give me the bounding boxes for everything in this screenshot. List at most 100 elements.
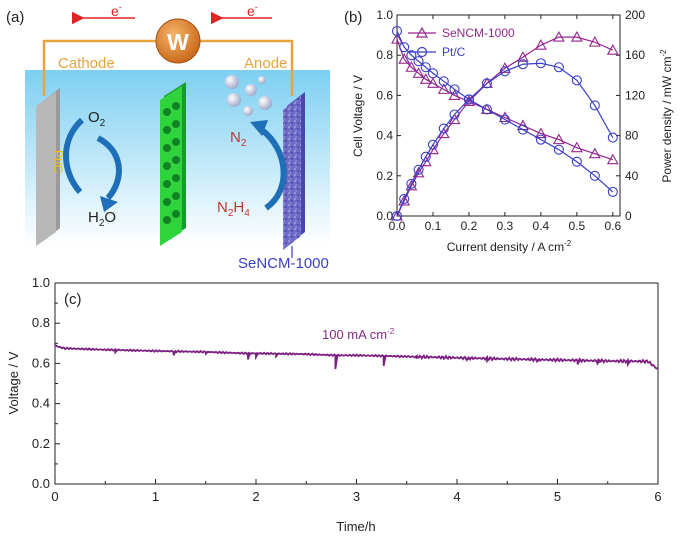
panel-c-ytick-label: 0.2 xyxy=(32,436,50,451)
panel-b-point xyxy=(413,164,424,175)
panel-b-point xyxy=(534,39,547,50)
panel-b-point xyxy=(405,179,418,191)
panel-b-xtick-label: 0.5 xyxy=(568,219,585,233)
panel-c-chart: (c) 0 1 2 3 4 5 6 0.0 0.2 0.4 0.6 0.8 1.0 Voltage / … xyxy=(6,275,662,534)
anode-plate xyxy=(283,96,301,250)
membrane-pores xyxy=(163,102,180,224)
panel-b-ytick-right-label: 80 xyxy=(625,129,639,143)
panel-c-xtick-label: 5 xyxy=(554,489,561,504)
legend-triangle-icon xyxy=(415,26,429,38)
panel-b-point xyxy=(517,59,528,70)
panel-b-point xyxy=(427,139,439,150)
panel-b-point xyxy=(413,56,424,67)
panel-c-ytick-label: 1.0 xyxy=(32,275,50,290)
panel-b-point xyxy=(498,111,511,123)
legend-label-senc: SeNCM-1000 xyxy=(442,26,515,40)
panel-b-point xyxy=(607,132,618,143)
panel-c-axes: 0 1 2 3 4 5 6 0.0 0.2 0.4 0.6 0.8 1.0 xyxy=(32,275,662,504)
panel-c-xlabel: Time/h xyxy=(336,519,375,534)
panel-b-point xyxy=(571,156,582,167)
panel-a-schematic: (a) e- e- W Cathode Anode Pt/C xyxy=(6,2,330,272)
panel-c-plot-frame xyxy=(54,282,659,485)
panel-b-xtick-label: 0.4 xyxy=(533,219,550,233)
panel-b-point xyxy=(448,89,461,100)
anode-reaction-arrow xyxy=(260,127,287,211)
panel-b-ytick-left-label: 1.0 xyxy=(376,8,393,22)
panel-b-point xyxy=(427,68,439,79)
panel-b-point xyxy=(535,58,546,69)
panel-b-point xyxy=(419,73,432,84)
panel-c-xtick-label: 2 xyxy=(252,489,259,504)
panel-b-ytick-right-label: 120 xyxy=(625,88,645,102)
panel-b-point xyxy=(398,194,411,206)
panel-b-ytick-left-label: 0.2 xyxy=(376,169,393,183)
panel-b-point xyxy=(570,30,583,42)
o2-label: O2 xyxy=(88,109,106,129)
panel-b-point xyxy=(535,134,546,145)
cathode-reaction-arrowhead xyxy=(100,196,118,212)
panel-c-ylabel: Voltage / V xyxy=(6,351,21,414)
panel-b-point xyxy=(412,67,425,78)
panel-c-ytick-label: 0.4 xyxy=(32,396,50,411)
panel-b-point xyxy=(420,151,431,162)
panel-b-point xyxy=(437,83,450,94)
n2h4-label: N2H4 xyxy=(217,199,250,219)
n2-label: N2 xyxy=(230,129,247,149)
panel-b-point xyxy=(570,141,583,153)
panel-b-point xyxy=(606,44,619,55)
panel-b-ytick-left-label: 0.4 xyxy=(376,129,393,143)
panel-b-point xyxy=(399,42,410,53)
panel-c-xtick-label: 3 xyxy=(353,489,360,504)
electron-label-right: e- xyxy=(247,2,258,19)
cathode-plate xyxy=(36,92,56,246)
panel-b-ylabel-right: Power density / mW cm-2 xyxy=(659,49,674,183)
panel-b-xtick-label: 0.6 xyxy=(604,219,621,233)
cathode-reaction-arrow-right xyxy=(96,135,122,200)
panel-c-annotation: 100 mA cm-2 xyxy=(322,327,395,342)
panel-b-point xyxy=(398,53,411,64)
panel-b-series xyxy=(391,26,619,222)
anode-label: Anode xyxy=(244,55,287,72)
cathode-label: Cathode xyxy=(58,55,115,72)
panel-b-series-line-3 xyxy=(396,62,614,217)
panel-c-voltage-trace xyxy=(54,344,659,370)
panel-b-point xyxy=(516,51,529,62)
panel-b-point xyxy=(449,109,460,120)
panel-c-ytick-label: 0.0 xyxy=(32,476,50,491)
anode-catalyst-label: SeNCM-1000 xyxy=(238,255,329,272)
panel-c-xtick-label: 0 xyxy=(51,489,58,504)
panel-b-point xyxy=(406,50,417,61)
legend-label-ptc: Pt/C xyxy=(442,45,466,59)
panel-b-ytick-left-label: 0.0 xyxy=(376,209,393,223)
panel-c-series xyxy=(54,344,659,370)
panel-b-point xyxy=(412,166,425,178)
panel-c-label: (c) xyxy=(64,291,82,308)
panel-b-point xyxy=(481,104,492,115)
panel-b-point xyxy=(406,178,417,189)
load-symbol xyxy=(155,18,201,64)
panel-b-point xyxy=(553,62,564,73)
panel-b-point xyxy=(391,32,403,44)
panel-b-xtick-label: 0.3 xyxy=(497,219,514,233)
panel-b-legend: SeNCM-1000 Pt/C xyxy=(408,26,515,59)
panel-b-plot-frame xyxy=(396,14,621,217)
panel-b-point xyxy=(399,193,410,204)
panel-b-point xyxy=(534,127,547,139)
panel-b-point xyxy=(552,30,565,42)
electron-label-left: e- xyxy=(111,2,122,19)
panel-b-xtick-label: 0.2 xyxy=(461,219,478,233)
panel-b-point xyxy=(517,124,528,135)
panel-b-point xyxy=(391,26,403,37)
panel-b-point xyxy=(438,123,449,134)
panel-b-label: (b) xyxy=(344,9,362,26)
panel-b-point xyxy=(606,153,619,165)
panel-b-point xyxy=(571,75,582,86)
panel-b-point xyxy=(405,61,418,72)
panel-b-point xyxy=(449,84,460,95)
panel-b-ylabel-left: Cell Voltage / V xyxy=(351,75,365,157)
panel-c-xtick-label: 1 xyxy=(152,489,159,504)
panel-c-xtick-label: 4 xyxy=(453,489,460,504)
panel-a-label: (a) xyxy=(6,9,24,26)
panel-b-point xyxy=(552,133,565,145)
cathode-catalyst-label: Pt/C xyxy=(51,150,65,174)
